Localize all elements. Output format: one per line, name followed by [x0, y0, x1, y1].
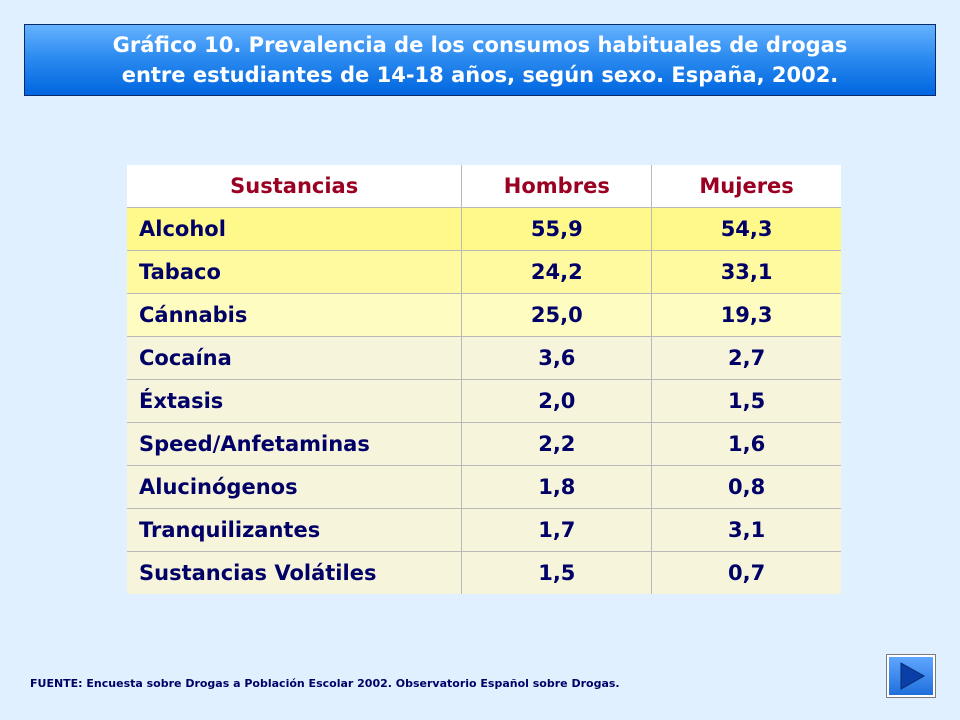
- row-substance: Éxtasis: [127, 379, 462, 423]
- row-substance: Tabaco: [127, 250, 462, 294]
- table-row: Cánnabis 25,0 19,3: [127, 293, 841, 337]
- row-hombres-value: 25,0: [461, 293, 652, 337]
- play-right-icon: [900, 662, 926, 690]
- row-hombres-value: 1,8: [461, 465, 652, 509]
- row-mujeres-value: 19,3: [651, 293, 841, 337]
- source-note: FUENTE: Encuesta sobre Drogas a Població…: [30, 677, 620, 690]
- table-row: Speed/Anfetaminas 2,2 1,6: [127, 422, 841, 466]
- header-sustancias: Sustancias: [127, 165, 462, 208]
- slide-title: Gráfico 10. Prevalencia de los consumos …: [24, 24, 936, 96]
- row-substance: Sustancias Volátiles: [127, 551, 462, 594]
- row-substance: Tranquilizantes: [127, 508, 462, 552]
- table-header-row: Sustancias Hombres Mujeres: [127, 165, 841, 208]
- table-row: Alcohol 55,9 54,3: [127, 207, 841, 251]
- next-slide-button[interactable]: [886, 654, 936, 698]
- title-line-1: Gráfico 10. Prevalencia de los consumos …: [112, 33, 848, 57]
- header-mujeres: Mujeres: [651, 165, 841, 208]
- row-mujeres-value: 1,5: [651, 379, 841, 423]
- row-hombres-value: 24,2: [461, 250, 652, 294]
- table-row: Tranquilizantes 1,7 3,1: [127, 508, 841, 552]
- row-hombres-value: 3,6: [461, 336, 652, 380]
- row-mujeres-value: 54,3: [651, 207, 841, 251]
- row-hombres-value: 2,2: [461, 422, 652, 466]
- table-row: Alucinógenos 1,8 0,8: [127, 465, 841, 509]
- table-row: Sustancias Volátiles 1,5 0,7: [127, 551, 841, 594]
- row-substance: Alcohol: [127, 207, 462, 251]
- row-mujeres-value: 0,7: [651, 551, 841, 594]
- row-hombres-value: 2,0: [461, 379, 652, 423]
- row-mujeres-value: 1,6: [651, 422, 841, 466]
- title-line-2: entre estudiantes de 14-18 años, según s…: [121, 63, 839, 87]
- row-hombres-value: 1,5: [461, 551, 652, 594]
- row-mujeres-value: 33,1: [651, 250, 841, 294]
- row-mujeres-value: 0,8: [651, 465, 841, 509]
- row-mujeres-value: 3,1: [651, 508, 841, 552]
- row-hombres-value: 1,7: [461, 508, 652, 552]
- header-hombres: Hombres: [461, 165, 652, 208]
- row-substance: Cánnabis: [127, 293, 462, 337]
- table-row: Cocaína 3,6 2,7: [127, 336, 841, 380]
- table-row: Éxtasis 2,0 1,5: [127, 379, 841, 423]
- row-substance: Alucinógenos: [127, 465, 462, 509]
- table-row: Tabaco 24,2 33,1: [127, 250, 841, 294]
- row-substance: Speed/Anfetaminas: [127, 422, 462, 466]
- prevalence-table: Sustancias Hombres Mujeres Alcohol 55,9 …: [127, 165, 841, 594]
- row-mujeres-value: 2,7: [651, 336, 841, 380]
- row-hombres-value: 55,9: [461, 207, 652, 251]
- row-substance: Cocaína: [127, 336, 462, 380]
